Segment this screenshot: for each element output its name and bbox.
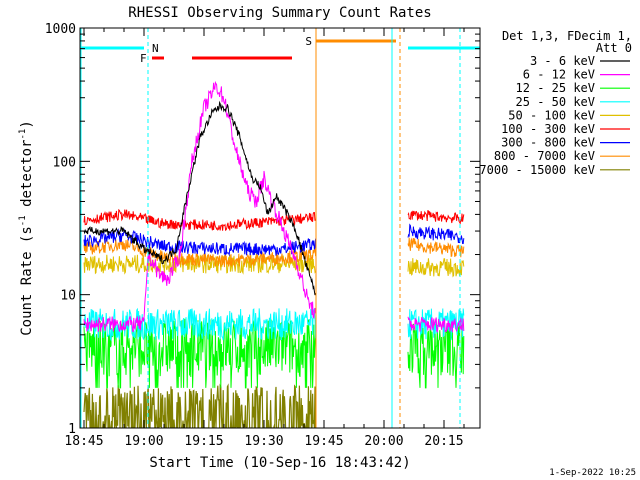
legend-label: 50 - 100 keV	[508, 108, 595, 122]
plot-frame	[79, 27, 481, 429]
legend-label: 100 - 300 keV	[501, 122, 595, 136]
series-line	[83, 318, 465, 389]
flag-label-f: F	[140, 52, 147, 65]
y-label-sup-2: -1	[18, 129, 28, 140]
x-tick-label: 19:45	[304, 434, 343, 449]
chart-title: RHESSI Observing Summary Count Rates	[128, 5, 431, 21]
legend-header-line-2: Att 0	[596, 41, 632, 55]
legend-header-line-1: Det 1,3, FDecim 1,	[502, 29, 632, 43]
legend-label: 300 - 800 keV	[501, 136, 595, 150]
series-line	[83, 80, 465, 333]
y-label-part-3: )	[19, 120, 35, 128]
y-label-sup-1: -1	[18, 215, 28, 226]
footer-date: 1-Sep-2022 10:25	[549, 468, 636, 478]
y-tick-label: 1000	[45, 22, 76, 37]
x-axis: 18:45 19:00 19:15 19:30 19:45 20:00 20:15	[64, 28, 465, 449]
series-line	[83, 383, 317, 428]
x-tick-label: 19:00	[124, 434, 163, 449]
x-tick-label: 20:15	[424, 434, 463, 449]
x-tick-label: 19:30	[244, 434, 283, 449]
flag-label-n: N	[152, 42, 159, 55]
y-tick-label: 10	[60, 289, 76, 304]
y-label-part-1: Count Rate (s	[19, 226, 35, 336]
legend-label: 25 - 50 keV	[516, 95, 595, 109]
legend-label: 800 - 7000 keV	[494, 149, 595, 163]
x-tick-label: 18:45	[64, 434, 103, 449]
flag-label-s: S	[305, 35, 312, 48]
y-axis: 1 10 100 1000	[45, 22, 480, 437]
series-line	[83, 237, 465, 268]
y-tick-label: 100	[53, 155, 76, 170]
x-tick-label: 20:00	[364, 434, 403, 449]
series-line	[83, 223, 465, 257]
y-tick-label: 1	[68, 422, 76, 437]
legend-label: 6 - 12 keV	[523, 68, 595, 82]
plot-area: NF S	[80, 28, 480, 428]
series-line	[83, 208, 465, 232]
series-line	[83, 100, 317, 296]
y-label-part-2: detector	[19, 140, 35, 216]
flag-bars: NF S	[80, 35, 480, 65]
x-tick-label: 19:15	[184, 434, 223, 449]
x-axis-label: Start Time (10-Sep-16 18:43:42)	[149, 455, 410, 471]
legend-label: 3 - 6 keV	[530, 54, 595, 68]
legend-label: 12 - 25 keV	[516, 81, 595, 95]
attenuator-markers	[80, 28, 461, 428]
series-lines	[83, 80, 465, 428]
series-line	[83, 307, 465, 342]
legend-label: 7000 - 15000 keV	[479, 163, 595, 177]
y-axis-label: Count Rate (s-1 detector-1)	[18, 120, 35, 336]
